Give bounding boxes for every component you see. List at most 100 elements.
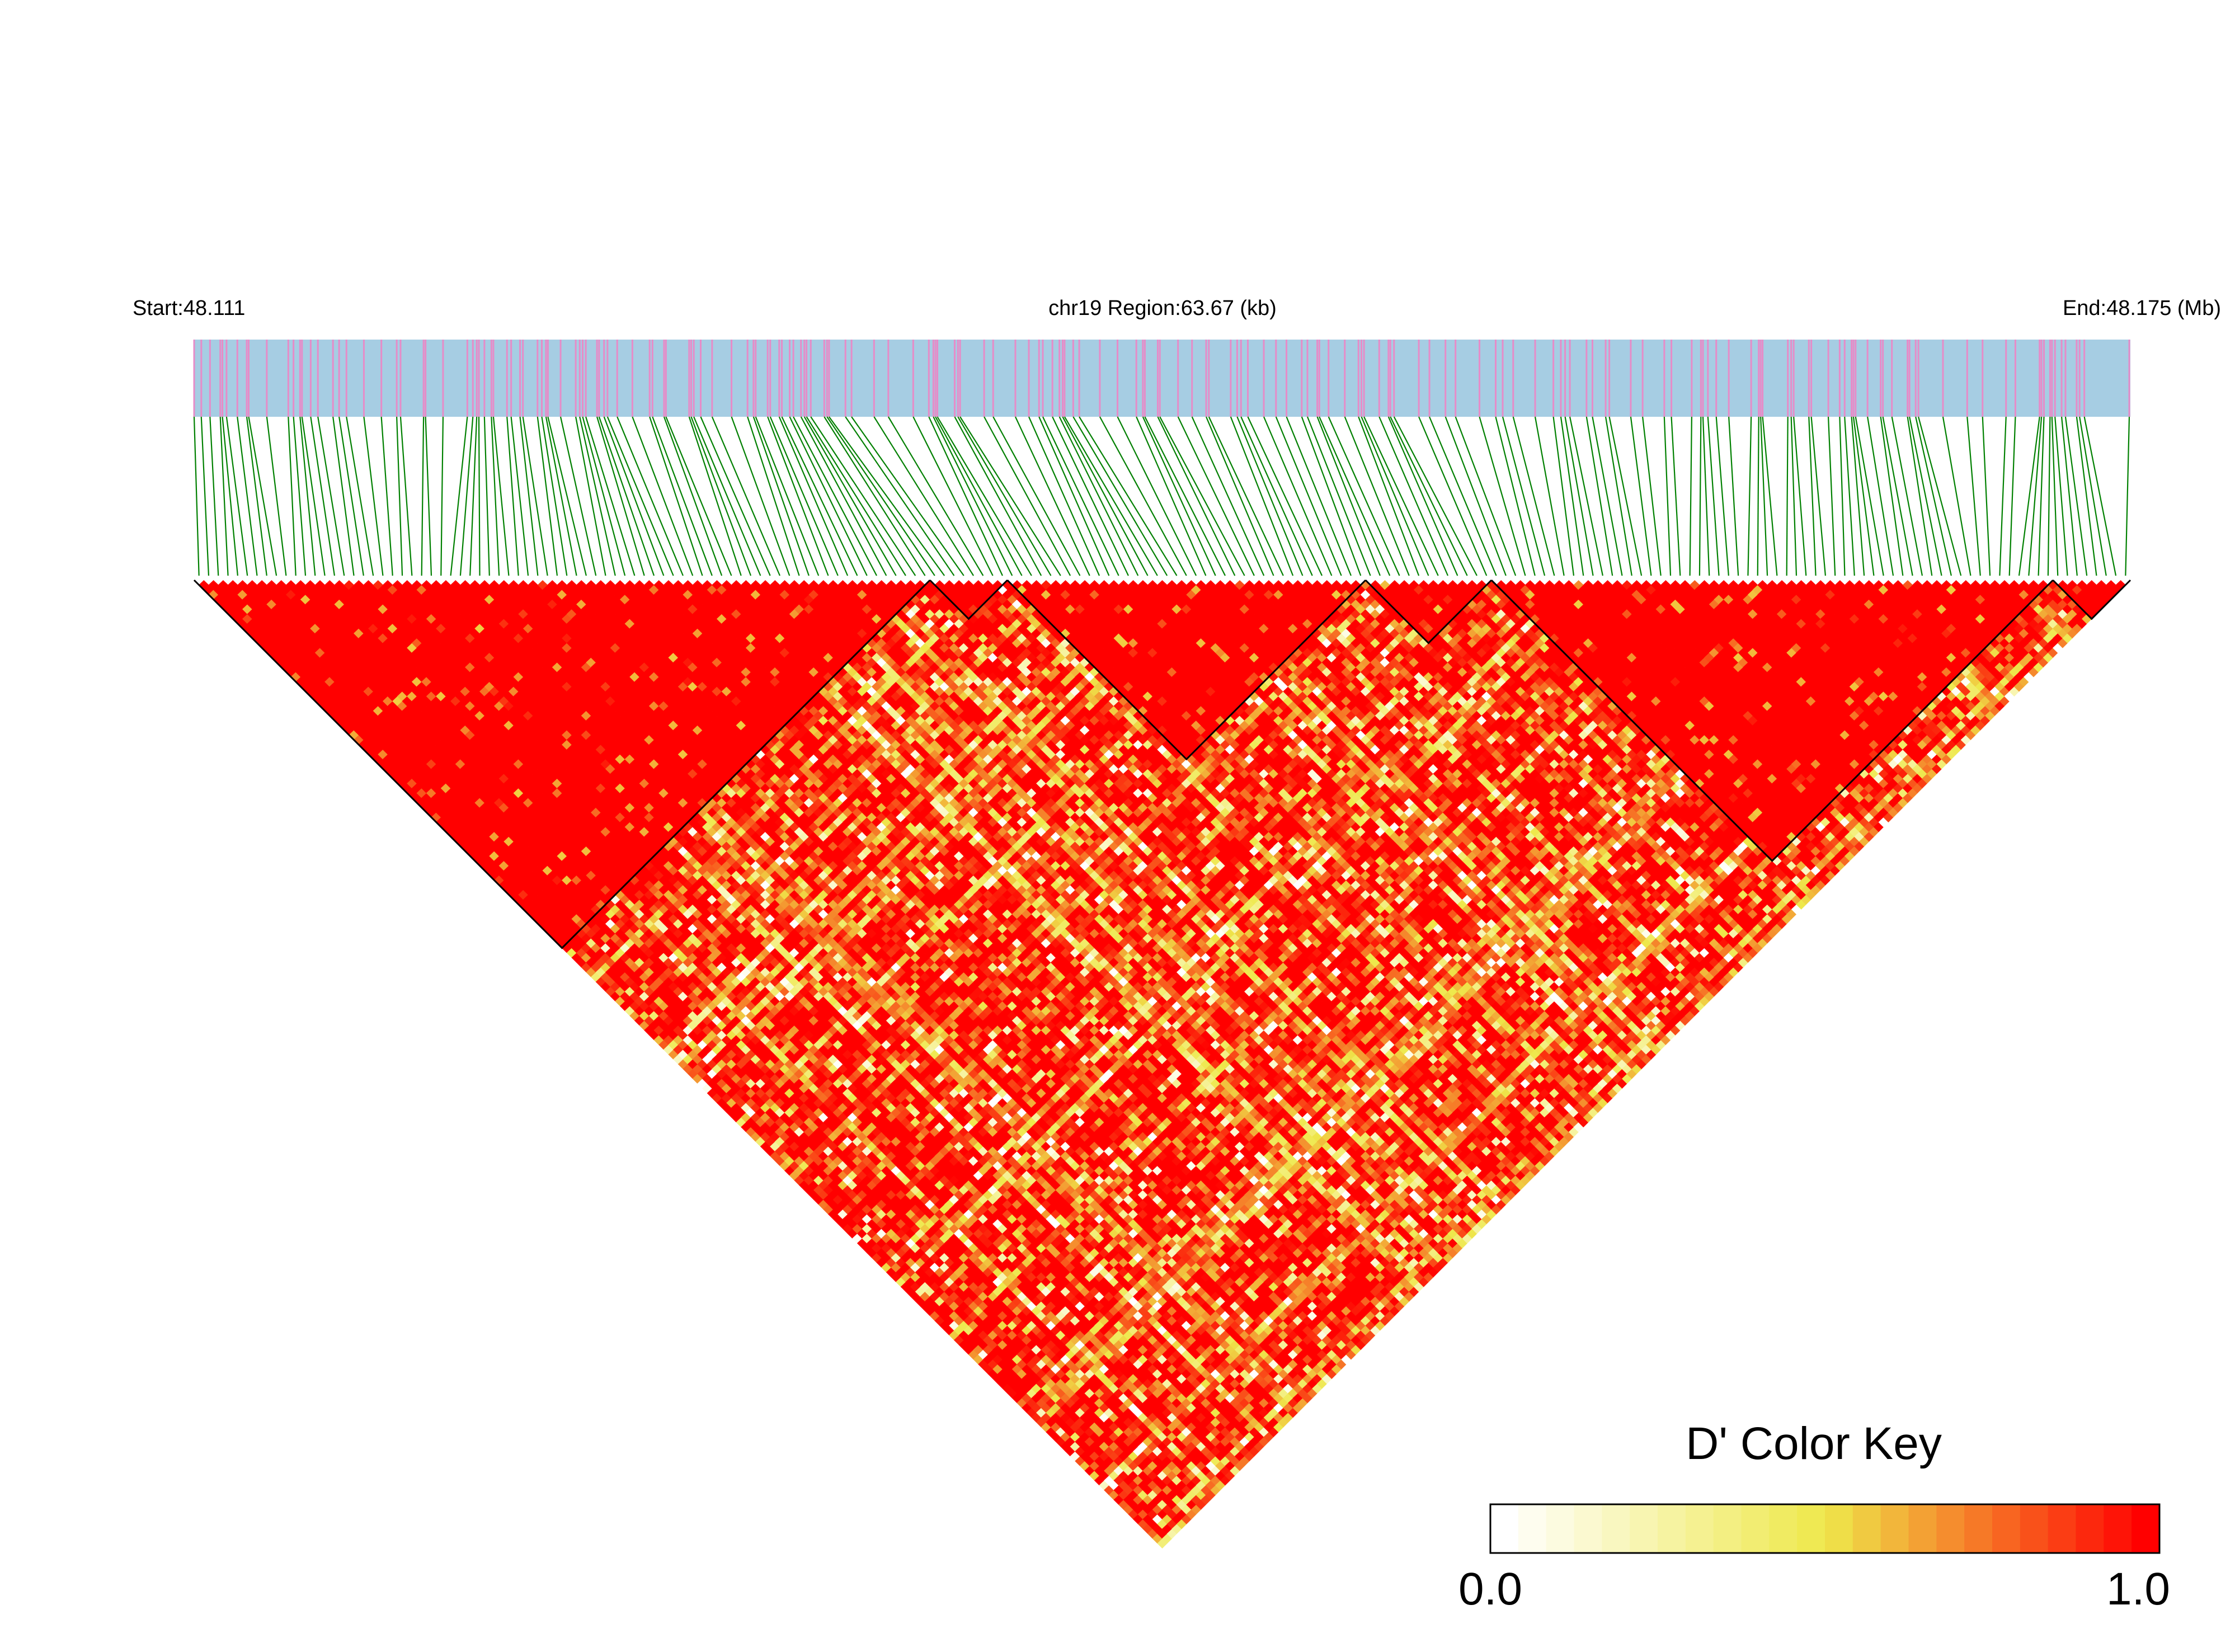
snp-connector xyxy=(575,416,606,576)
snp-connector xyxy=(767,416,829,576)
snp-connector xyxy=(1982,416,1991,576)
snp-connector xyxy=(1042,416,1119,576)
snp-connector xyxy=(652,416,713,576)
snp-connector xyxy=(1390,416,1468,576)
snp-connector xyxy=(1316,416,1381,576)
snp-connector xyxy=(440,416,444,576)
snp-connector xyxy=(1844,416,1855,576)
snp-connector xyxy=(1698,416,1702,576)
snp-connector xyxy=(1839,416,1846,576)
snp-connector xyxy=(1387,416,1458,576)
snp-connector xyxy=(928,416,1003,576)
snp-connector xyxy=(1671,416,1681,576)
snp-connector xyxy=(984,416,1071,576)
snp-connector xyxy=(603,416,665,576)
snp-connector xyxy=(299,416,316,576)
snp-connector xyxy=(1064,416,1158,576)
snp-connector xyxy=(1328,416,1400,576)
snp-connector xyxy=(1177,416,1255,576)
snp-connector xyxy=(1157,416,1236,576)
snp-connector xyxy=(1882,416,1913,576)
ld-heatmap-triangle xyxy=(199,580,2126,1549)
snp-connector xyxy=(266,416,287,576)
snp-connector xyxy=(789,416,868,576)
snp-connector xyxy=(1344,416,1410,576)
snp-connector xyxy=(1117,416,1197,576)
snp-connector xyxy=(1907,416,1933,576)
snp-connector xyxy=(1592,416,1623,576)
snp-connector xyxy=(293,416,307,576)
snp-position-track xyxy=(193,340,2130,417)
snp-connector xyxy=(1793,416,1807,576)
snp-connector xyxy=(547,416,587,576)
snp-connector xyxy=(219,416,229,576)
snp-connector xyxy=(522,416,548,576)
snp-connector xyxy=(459,416,474,576)
snp-connector xyxy=(506,416,519,576)
snp-connector xyxy=(396,416,403,576)
snp-connector xyxy=(478,416,481,576)
snp-connector xyxy=(959,416,1061,576)
snp-connector xyxy=(1760,416,1768,576)
snp-connector xyxy=(1560,416,1584,576)
snp-connector xyxy=(887,416,984,576)
snp-connector xyxy=(845,416,955,576)
snp-connector xyxy=(1909,416,1942,576)
snp-connector xyxy=(1363,416,1439,576)
snp-connector xyxy=(1707,416,1720,576)
snp-connector xyxy=(2125,416,2130,576)
snp-connector xyxy=(1790,416,1798,576)
snp-connector xyxy=(1378,416,1449,576)
snp-connector xyxy=(469,416,478,576)
snp-connector xyxy=(1663,416,1672,576)
snp-connector xyxy=(346,416,374,576)
snp-connector xyxy=(912,416,994,576)
snp-connector xyxy=(2060,416,2078,576)
snp-connector xyxy=(935,416,1023,576)
snp-connector xyxy=(829,416,945,576)
snp-track-bar xyxy=(194,340,2130,417)
snp-connector xyxy=(519,416,539,576)
snp-connector xyxy=(1786,416,1789,576)
snp-connector xyxy=(1319,416,1391,576)
snp-connector xyxy=(288,416,297,576)
ld-cell xyxy=(208,580,219,590)
snp-connector xyxy=(1058,416,1139,576)
snp-connector xyxy=(954,416,1042,576)
snp-connector xyxy=(690,416,752,576)
snp-connector xyxy=(1966,416,1981,576)
snp-connector xyxy=(1880,416,1904,576)
snp-connector xyxy=(596,416,645,576)
snp-connector xyxy=(665,416,732,576)
snp-connector xyxy=(200,416,210,576)
snp-connector xyxy=(1918,416,1962,576)
snp-connector xyxy=(1301,416,1362,576)
snp-connector xyxy=(2028,416,2043,576)
snp-connector xyxy=(483,416,490,576)
snp-connector xyxy=(559,416,597,576)
snp-connector xyxy=(237,416,258,576)
snp-connector xyxy=(545,416,577,576)
snp-connector xyxy=(248,416,277,576)
snp-connector xyxy=(1014,416,1090,576)
snp-connector xyxy=(1444,416,1507,576)
snp-connector xyxy=(1205,416,1274,576)
snp-connector xyxy=(824,416,926,576)
snp-connector xyxy=(1144,416,1226,576)
snp-connector xyxy=(1455,416,1517,576)
snp-connector xyxy=(209,416,219,576)
snp-connector xyxy=(1855,416,1884,576)
snp-connector xyxy=(537,416,558,576)
snp-connector xyxy=(688,416,742,576)
snp-connector xyxy=(1429,416,1497,576)
snp-connector xyxy=(491,416,500,576)
snp-connector xyxy=(1689,416,1692,576)
snp-connector xyxy=(332,416,355,576)
snp-connector xyxy=(1810,416,1826,576)
snp-connector xyxy=(1827,416,1836,576)
ld-cell xyxy=(237,580,248,590)
snp-connector xyxy=(752,416,810,576)
snp-connector xyxy=(246,416,267,576)
snp-connector xyxy=(1495,416,1536,576)
